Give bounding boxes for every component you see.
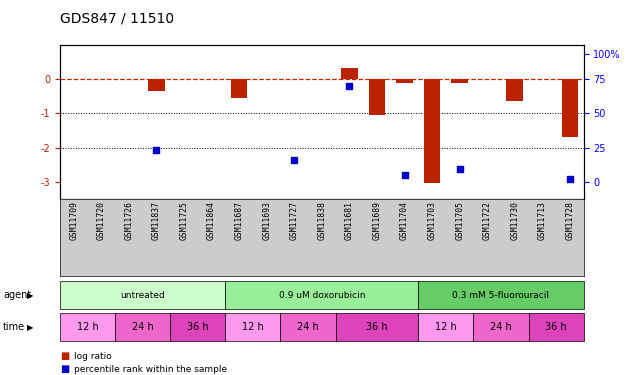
Text: GSM11693: GSM11693 bbox=[262, 201, 271, 240]
Text: GSM11727: GSM11727 bbox=[290, 201, 298, 240]
Bar bbox=[369, 79, 385, 115]
Text: ■: ■ bbox=[60, 364, 69, 374]
Text: 12 h: 12 h bbox=[435, 322, 457, 332]
Point bbox=[565, 176, 575, 182]
Bar bbox=[562, 79, 578, 137]
Text: 0.3 mM 5-fluorouracil: 0.3 mM 5-fluorouracil bbox=[452, 291, 550, 300]
Text: GSM11681: GSM11681 bbox=[345, 201, 354, 240]
Bar bbox=[148, 79, 165, 91]
Bar bbox=[396, 79, 413, 83]
Text: GSM11725: GSM11725 bbox=[179, 201, 189, 240]
Text: 0.9 uM doxorubicin: 0.9 uM doxorubicin bbox=[278, 291, 365, 300]
Text: GDS847 / 11510: GDS847 / 11510 bbox=[60, 11, 174, 25]
Text: ▶: ▶ bbox=[27, 322, 33, 332]
Text: 12 h: 12 h bbox=[76, 322, 98, 332]
Text: 12 h: 12 h bbox=[242, 322, 264, 332]
Point bbox=[289, 157, 299, 163]
Text: 24 h: 24 h bbox=[297, 322, 319, 332]
Text: ■: ■ bbox=[60, 351, 69, 361]
Text: GSM11713: GSM11713 bbox=[538, 201, 547, 240]
Text: 36 h: 36 h bbox=[187, 322, 209, 332]
Text: agent: agent bbox=[3, 290, 32, 300]
Bar bbox=[451, 79, 468, 83]
Text: GSM11704: GSM11704 bbox=[400, 201, 409, 240]
Text: untreated: untreated bbox=[121, 291, 165, 300]
Point bbox=[454, 166, 464, 172]
Text: GSM11726: GSM11726 bbox=[124, 201, 133, 240]
Text: GSM11728: GSM11728 bbox=[565, 201, 574, 240]
Text: GSM11722: GSM11722 bbox=[483, 201, 492, 240]
Bar bbox=[231, 79, 247, 98]
Bar bbox=[341, 68, 358, 79]
Text: GSM11837: GSM11837 bbox=[152, 201, 161, 240]
Text: 24 h: 24 h bbox=[490, 322, 512, 332]
Bar bbox=[424, 79, 440, 183]
Text: GSM11730: GSM11730 bbox=[510, 201, 519, 240]
Text: 24 h: 24 h bbox=[132, 322, 153, 332]
Text: GSM11838: GSM11838 bbox=[317, 201, 326, 240]
Text: time: time bbox=[3, 322, 25, 332]
Text: log ratio: log ratio bbox=[74, 352, 112, 361]
Text: GSM11720: GSM11720 bbox=[97, 201, 106, 240]
Text: GSM11709: GSM11709 bbox=[69, 201, 78, 240]
Text: 36 h: 36 h bbox=[545, 322, 567, 332]
Text: ▶: ▶ bbox=[27, 291, 33, 300]
Text: GSM11703: GSM11703 bbox=[428, 201, 437, 240]
Text: 36 h: 36 h bbox=[366, 322, 388, 332]
Text: GSM11687: GSM11687 bbox=[235, 201, 244, 240]
Text: GSM11689: GSM11689 bbox=[372, 201, 381, 240]
Point bbox=[399, 172, 410, 178]
Bar bbox=[507, 79, 523, 101]
Point bbox=[151, 147, 162, 153]
Text: GSM11705: GSM11705 bbox=[455, 201, 464, 240]
Text: percentile rank within the sample: percentile rank within the sample bbox=[74, 365, 227, 374]
Text: GSM11864: GSM11864 bbox=[207, 201, 216, 240]
Point bbox=[345, 82, 355, 88]
